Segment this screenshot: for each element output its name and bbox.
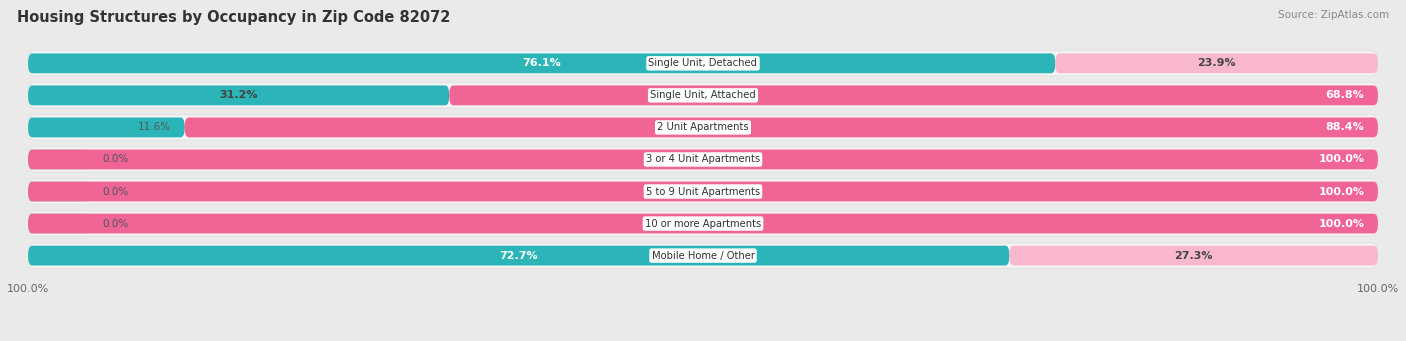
Text: 0.0%: 0.0%: [103, 154, 128, 164]
Text: 23.9%: 23.9%: [1198, 58, 1236, 68]
FancyBboxPatch shape: [450, 86, 1378, 105]
Text: 100.0%: 100.0%: [1319, 154, 1364, 164]
Text: 76.1%: 76.1%: [522, 58, 561, 68]
Text: 2 Unit Apartments: 2 Unit Apartments: [657, 122, 749, 132]
FancyBboxPatch shape: [28, 246, 1010, 266]
FancyBboxPatch shape: [28, 181, 89, 202]
Text: 3 or 4 Unit Apartments: 3 or 4 Unit Apartments: [645, 154, 761, 164]
Text: 68.8%: 68.8%: [1326, 90, 1364, 100]
Text: 10 or more Apartments: 10 or more Apartments: [645, 219, 761, 228]
Text: 0.0%: 0.0%: [103, 219, 128, 228]
Text: Single Unit, Detached: Single Unit, Detached: [648, 58, 758, 68]
Text: 100.0%: 100.0%: [1319, 187, 1364, 196]
Text: 11.6%: 11.6%: [138, 122, 172, 132]
FancyBboxPatch shape: [28, 118, 184, 137]
FancyBboxPatch shape: [28, 86, 450, 105]
FancyBboxPatch shape: [28, 211, 1378, 236]
Text: Single Unit, Attached: Single Unit, Attached: [650, 90, 756, 100]
FancyBboxPatch shape: [28, 181, 1378, 202]
FancyBboxPatch shape: [184, 118, 1378, 137]
FancyBboxPatch shape: [28, 150, 1378, 169]
FancyBboxPatch shape: [28, 54, 1056, 73]
FancyBboxPatch shape: [28, 83, 1378, 108]
FancyBboxPatch shape: [28, 147, 1378, 172]
FancyBboxPatch shape: [28, 150, 89, 169]
FancyBboxPatch shape: [28, 51, 1378, 76]
Text: 72.7%: 72.7%: [499, 251, 538, 261]
Text: 5 to 9 Unit Apartments: 5 to 9 Unit Apartments: [645, 187, 761, 196]
FancyBboxPatch shape: [28, 179, 1378, 204]
FancyBboxPatch shape: [1056, 54, 1378, 73]
FancyBboxPatch shape: [28, 213, 89, 234]
FancyBboxPatch shape: [1010, 246, 1378, 266]
Text: 100.0%: 100.0%: [1319, 219, 1364, 228]
Text: Mobile Home / Other: Mobile Home / Other: [651, 251, 755, 261]
FancyBboxPatch shape: [28, 243, 1378, 268]
Text: 88.4%: 88.4%: [1326, 122, 1364, 132]
Text: Source: ZipAtlas.com: Source: ZipAtlas.com: [1278, 10, 1389, 20]
Text: 0.0%: 0.0%: [103, 187, 128, 196]
Text: Housing Structures by Occupancy in Zip Code 82072: Housing Structures by Occupancy in Zip C…: [17, 10, 450, 25]
Text: 31.2%: 31.2%: [219, 90, 257, 100]
FancyBboxPatch shape: [28, 213, 1378, 234]
FancyBboxPatch shape: [28, 115, 1378, 140]
Text: 27.3%: 27.3%: [1174, 251, 1213, 261]
